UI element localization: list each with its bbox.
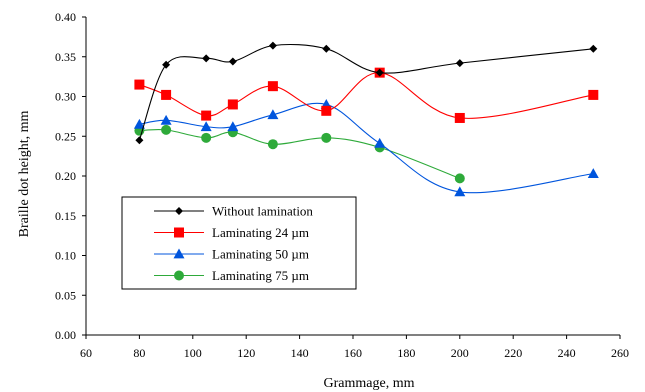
y-tick-label: 0.15 <box>55 209 76 223</box>
data-point <box>454 112 465 123</box>
data-point <box>375 68 384 77</box>
data-point <box>589 44 598 53</box>
data-point <box>267 109 279 120</box>
data-point <box>134 79 145 90</box>
x-tick-label: 240 <box>558 346 576 360</box>
legend-marker <box>174 227 184 238</box>
data-point <box>588 89 599 100</box>
data-point <box>454 173 465 184</box>
x-axis-title: Grammage, mm <box>324 376 415 391</box>
x-tick-label: 120 <box>237 346 255 360</box>
data-point <box>161 89 172 100</box>
data-point <box>587 168 599 179</box>
data-point <box>322 44 331 53</box>
data-point <box>267 81 278 92</box>
data-point <box>200 121 212 132</box>
data-point <box>202 54 211 63</box>
data-point <box>162 60 171 69</box>
y-tick-label: 0.20 <box>55 169 76 183</box>
data-point <box>133 118 145 129</box>
data-point <box>321 105 332 116</box>
legend-marker <box>175 207 183 215</box>
data-point <box>268 41 277 50</box>
x-ticks: 60 80 100 120 140 160 180 200 220 240 260 <box>80 335 629 360</box>
y-tick-label: 0.10 <box>55 249 76 263</box>
y-tick-label: 0.40 <box>55 10 76 24</box>
data-point <box>321 132 332 143</box>
legend-label: Without lamination <box>212 204 313 219</box>
x-tick-label: 220 <box>504 346 522 360</box>
data-point <box>227 121 239 132</box>
data-point <box>454 186 466 197</box>
data-point <box>455 59 464 68</box>
legend-item: Laminating 75 µm <box>154 268 309 283</box>
data-point <box>135 136 144 145</box>
y-tick-label: 0.00 <box>55 328 76 342</box>
data-point <box>160 114 172 125</box>
y-axis-title: Braille dot height, mm <box>17 111 32 238</box>
legend-marker <box>174 270 184 281</box>
y-tick-label: 0.30 <box>55 90 76 104</box>
data-point <box>267 139 278 150</box>
x-tick-label: 80 <box>133 346 145 360</box>
x-tick-label: 260 <box>611 346 629 360</box>
legend: Without lamination Laminating 24 µm Lamina… <box>121 196 357 290</box>
x-tick-label: 180 <box>397 346 415 360</box>
y-tick-label: 0.35 <box>55 50 76 64</box>
x-tick-label: 160 <box>344 346 362 360</box>
x-tick-label: 200 <box>451 346 469 360</box>
data-point <box>228 57 237 66</box>
series-line <box>139 128 460 179</box>
x-tick-label: 100 <box>184 346 202 360</box>
legend-label: Laminating 24 µm <box>212 225 309 240</box>
legend-item: Without lamination <box>154 204 313 219</box>
y-ticks: 0.00 0.05 0.10 0.15 0.20 0.25 0.30 0.35 0.40 <box>55 10 86 342</box>
legend-label: Laminating 50 µm <box>212 247 309 262</box>
series-3 <box>134 124 465 184</box>
data-point <box>201 132 212 143</box>
legend-item: Laminating 50 µm <box>154 247 309 262</box>
legend-item: Laminating 24 µm <box>154 225 309 240</box>
legend-marker <box>173 248 185 259</box>
series-1 <box>134 67 599 123</box>
legend-label: Laminating 75 µm <box>212 268 309 283</box>
x-tick-label: 140 <box>291 346 309 360</box>
data-point <box>374 137 386 148</box>
plot-area <box>133 41 599 197</box>
data-point <box>201 110 212 121</box>
series-0 <box>135 41 598 145</box>
data-point <box>227 99 238 110</box>
x-tick-label: 60 <box>80 346 92 360</box>
data-point <box>161 124 172 135</box>
y-tick-label: 0.25 <box>55 129 76 143</box>
legend-box <box>121 196 357 290</box>
y-tick-label: 0.05 <box>55 288 76 302</box>
